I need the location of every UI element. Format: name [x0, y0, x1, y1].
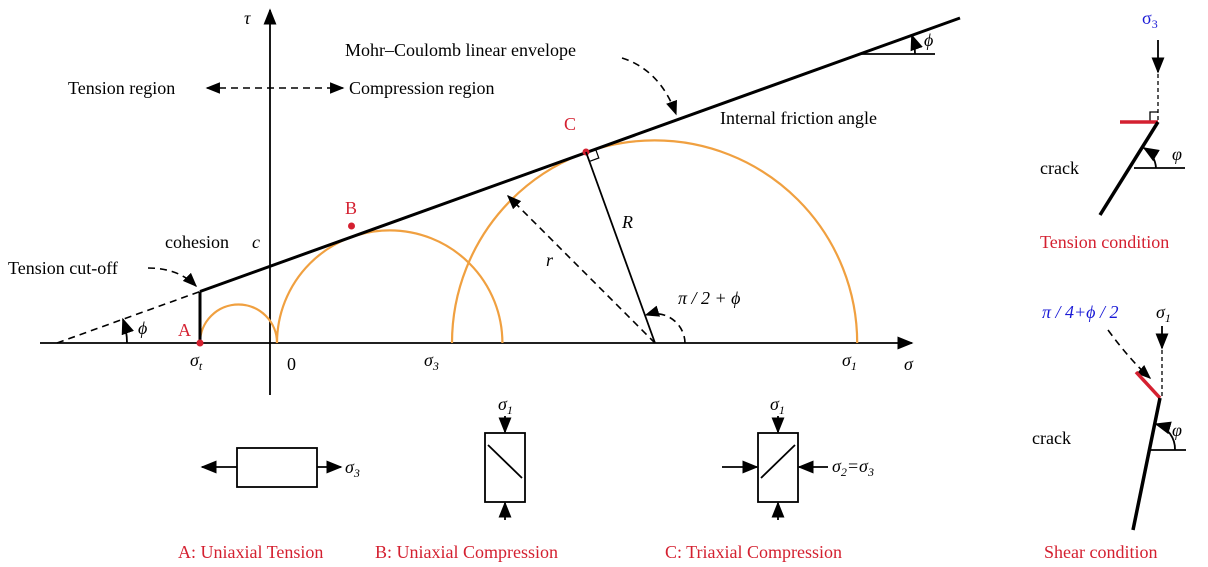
radius-R-label: R [621, 212, 633, 232]
friction-angle-symbol: ϕ [924, 30, 933, 50]
caption: A: Uniaxial Tension [178, 542, 323, 562]
compression-region: Compression region [349, 78, 495, 98]
symbol: σ [842, 350, 852, 370]
subscript: t [199, 359, 203, 373]
angle-arc [644, 305, 686, 344]
symbol: σ [190, 350, 200, 370]
symbol: σ [1142, 8, 1152, 28]
cohesion-label: cohesion [165, 232, 229, 252]
subscript: 3 [353, 466, 360, 480]
subscript: 1 [507, 403, 513, 417]
tension-cutoff-label: Tension cut-off [8, 258, 118, 278]
subscript: 1 [1165, 311, 1171, 325]
subscript: 1 [851, 359, 857, 373]
angle-label: φ [1172, 420, 1182, 440]
symbol: σ [424, 350, 434, 370]
point-b [348, 222, 355, 230]
crack [1098, 121, 1160, 216]
stress-label: σ1 [1156, 302, 1171, 325]
angle-arc [1142, 147, 1160, 169]
sigma-3: σ3 [424, 350, 439, 373]
crack [1131, 397, 1162, 531]
right-angle [589, 148, 600, 162]
friction-angle-label: Internal friction angle [720, 108, 877, 128]
envelope-label: Mohr–Coulomb linear envelope [345, 40, 576, 60]
point-c-label: C [564, 114, 576, 134]
lateral-stress: σ2=σ3 [832, 456, 874, 479]
sigma-1: σ1 [842, 350, 857, 373]
caption: C: Triaxial Compression [665, 542, 842, 562]
uniaxial-circle [275, 229, 504, 344]
tension-circle [198, 303, 279, 344]
symbol: σ [498, 394, 508, 414]
angle-arc [1154, 421, 1176, 451]
radius-r-label: r [546, 250, 554, 270]
subscript: 3 [1152, 17, 1158, 31]
envelope [199, 16, 961, 293]
sigma-t: σt [190, 350, 203, 373]
angle-arc [121, 317, 134, 344]
failure-angle: π / 4+ϕ / 2 [1042, 302, 1118, 322]
tau-label: τ [244, 8, 251, 28]
right-angle [1149, 111, 1158, 122]
angle-label: φ [1172, 144, 1182, 164]
shear-plane [760, 444, 796, 479]
shear-plane [487, 444, 523, 479]
stress-label: σ3 [345, 457, 360, 480]
symbol: σ [859, 456, 869, 476]
caption: Tension condition [1040, 232, 1169, 252]
point-b-label: B [345, 198, 357, 218]
caption: B: Uniaxial Compression [375, 542, 558, 562]
caption: Shear condition [1044, 542, 1157, 562]
symbol: σ [770, 394, 780, 414]
angle-pointer [1107, 329, 1152, 379]
crack-face [1134, 370, 1162, 400]
equals: = [847, 456, 859, 476]
crack-label: crack [1032, 428, 1071, 448]
sigma-label: σ [904, 354, 914, 374]
stress-label: σ1 [498, 394, 513, 417]
cutoff-pointer [147, 267, 198, 288]
envelope-extension [56, 290, 201, 344]
point-a [196, 339, 204, 347]
angle-arc [910, 33, 923, 55]
cohesion-symbol: c [252, 232, 260, 252]
tension-region: Tension region [68, 78, 175, 98]
radius-r [506, 194, 656, 344]
radius-angle-label: π / 2 + ϕ [678, 288, 740, 308]
stress-label: σ3 [1142, 8, 1158, 31]
envelope-pointer [621, 57, 677, 116]
specimen [757, 432, 799, 503]
radius-R [585, 151, 656, 344]
subscript: 3 [867, 465, 874, 479]
subscript: 3 [432, 359, 439, 373]
stress-label: σ1 [770, 394, 785, 417]
specimen [236, 447, 318, 488]
point-a-label: A [178, 320, 191, 340]
specimen [484, 432, 526, 503]
subscript: 1 [779, 403, 785, 417]
symbol: σ [1156, 302, 1166, 322]
subscript: 2 [841, 465, 847, 479]
symbol: σ [345, 457, 355, 477]
triaxial-circle [450, 139, 859, 344]
origin-label: 0 [287, 354, 296, 374]
symbol: σ [832, 456, 842, 476]
crack-label: crack [1040, 158, 1079, 178]
left-angle: ϕ [138, 318, 147, 338]
